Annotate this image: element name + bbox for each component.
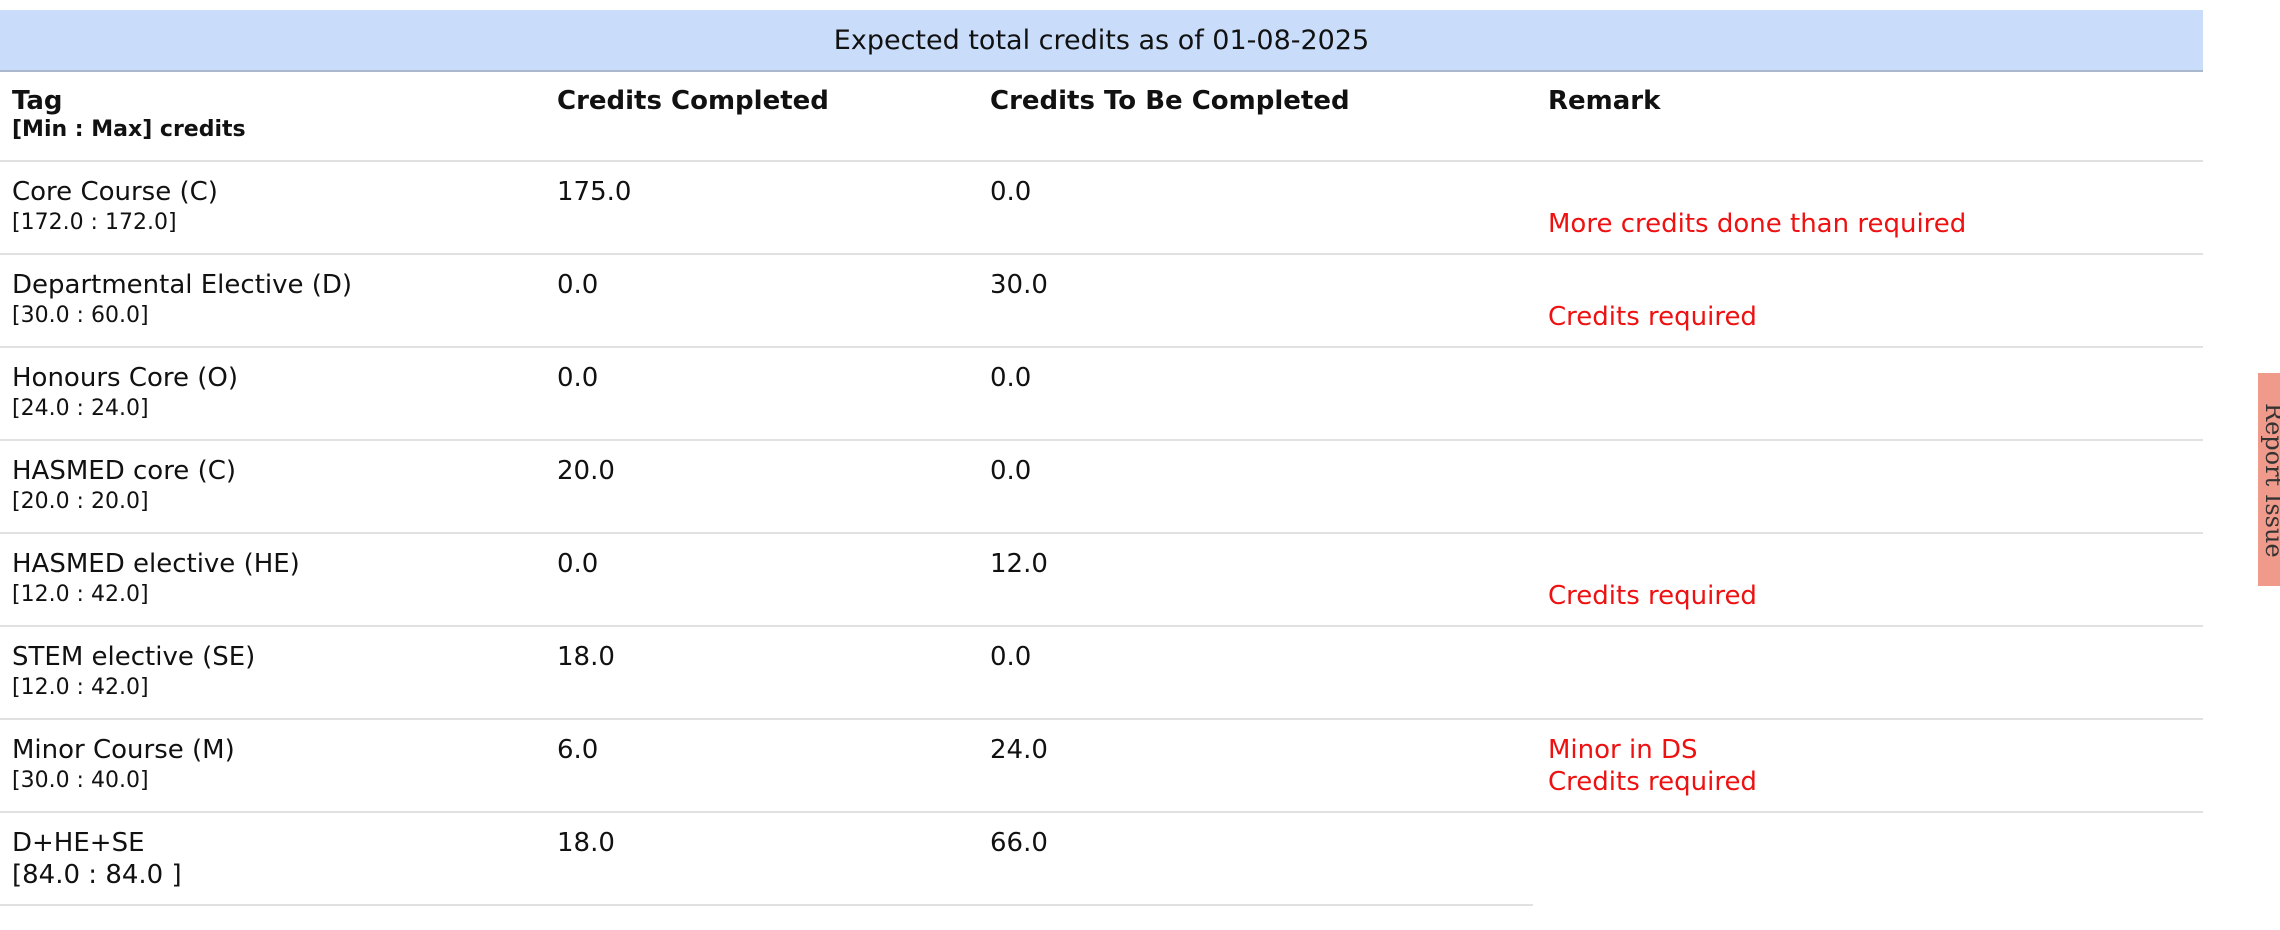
banner-title: Expected total credits as of 01-08-2025: [833, 24, 1370, 56]
remark-bottom: Credits required: [1548, 581, 1757, 611]
completed-cell: 18.0: [545, 627, 978, 718]
credits-to-be-completed: 0.0: [990, 456, 1032, 486]
credits-to-be-completed: 0.0: [990, 177, 1032, 207]
to-be-completed-cell: 66.0: [978, 813, 1536, 906]
tag-range: [84.0 : 84.0 ]: [12, 860, 182, 890]
tag-name: HASMED elective (HE): [12, 549, 300, 579]
remark-top: [1548, 827, 2203, 859]
completed-cell: 20.0: [545, 441, 978, 532]
table-row: Departmental Elective (D) [30.0 : 60.0] …: [0, 255, 2203, 348]
credits-completed: 0.0: [557, 363, 599, 393]
table-row: Minor Course (M) [30.0 : 40.0] 6.0 24.0 …: [0, 720, 2203, 813]
header-to-be-completed: Credits To Be Completed: [978, 72, 1536, 160]
tag-name: Departmental Elective (D): [12, 270, 353, 300]
tag-range: [12.0 : 42.0]: [12, 675, 149, 700]
remark-bottom: Credits required: [1548, 302, 1757, 332]
tag-name: Core Course (C): [12, 177, 218, 207]
tag-name: HASMED core (C): [12, 456, 237, 486]
remark-top: [1548, 641, 2203, 673]
tag-name: D+HE+SE: [12, 828, 145, 858]
tag-range: [20.0 : 20.0]: [12, 489, 149, 514]
tag-cell: D+HE+SE [84.0 : 84.0 ]: [0, 813, 545, 906]
table-row: Core Course (C) [172.0 : 172.0] 175.0 0.…: [0, 162, 2203, 255]
tag-name: Minor Course (M): [12, 735, 235, 765]
credits-table: Expected total credits as of 01-08-2025 …: [0, 10, 2203, 906]
tag-cell: STEM elective (SE) [12.0 : 42.0]: [0, 627, 545, 718]
tag-cell: Core Course (C) [172.0 : 172.0]: [0, 162, 545, 253]
report-issue-tab[interactable]: Report Issue: [2258, 373, 2280, 586]
credits-completed: 18.0: [557, 642, 615, 672]
header-remark-label: Remark: [1548, 86, 1661, 116]
to-be-completed-cell: 12.0: [978, 534, 1536, 625]
to-be-completed-cell: 24.0: [978, 720, 1536, 811]
remark-top: [1548, 176, 2203, 208]
credits-completed: 6.0: [557, 735, 599, 765]
credits-completed: 18.0: [557, 828, 615, 858]
table-row: D+HE+SE [84.0 : 84.0 ] 18.0 66.0: [0, 813, 2203, 906]
remark-cell: [1536, 441, 2203, 532]
tag-cell: HASMED elective (HE) [12.0 : 42.0]: [0, 534, 545, 625]
tag-range: [30.0 : 60.0]: [12, 303, 149, 328]
to-be-completed-cell: 0.0: [978, 162, 1536, 253]
remark-top: [1548, 269, 2203, 301]
remark-cell: Credits required: [1536, 255, 2203, 346]
remark-cell: Credits required: [1536, 534, 2203, 625]
tag-cell: Departmental Elective (D) [30.0 : 60.0]: [0, 255, 545, 346]
tag-range: [30.0 : 40.0]: [12, 768, 149, 793]
remark-bottom: More credits done than required: [1548, 209, 1967, 239]
credits-completed: 175.0: [557, 177, 632, 207]
remark-cell: More credits done than required: [1536, 162, 2203, 253]
table-row: Honours Core (O) [24.0 : 24.0] 0.0 0.0: [0, 348, 2203, 441]
table-row: HASMED elective (HE) [12.0 : 42.0] 0.0 1…: [0, 534, 2203, 627]
table-banner: Expected total credits as of 01-08-2025: [0, 10, 2203, 72]
completed-cell: 0.0: [545, 255, 978, 346]
to-be-completed-cell: 30.0: [978, 255, 1536, 346]
tag-name: STEM elective (SE): [12, 642, 256, 672]
completed-cell: 18.0: [545, 813, 978, 906]
credits-to-be-completed: 66.0: [990, 828, 1048, 858]
to-be-completed-cell: 0.0: [978, 627, 1536, 718]
tag-range: [172.0 : 172.0]: [12, 210, 177, 235]
header-tag-sublabel: [Min : Max] credits: [12, 117, 246, 142]
header-to-be-completed-label: Credits To Be Completed: [990, 86, 1350, 116]
tag-cell: HASMED core (C) [20.0 : 20.0]: [0, 441, 545, 532]
credits-to-be-completed: 30.0: [990, 270, 1048, 300]
report-issue-label: Report Issue: [2260, 403, 2280, 558]
header-tag-label: Tag: [12, 86, 63, 116]
remark-cell: [1536, 813, 2203, 906]
credits-to-be-completed: 0.0: [990, 363, 1032, 393]
header-completed-label: Credits Completed: [557, 86, 829, 116]
remark-cell: Minor in DS Credits required: [1536, 720, 2203, 811]
remark-top: [1548, 362, 2203, 394]
remark-bottom: Credits required: [1548, 767, 1757, 797]
table-row: HASMED core (C) [20.0 : 20.0] 20.0 0.0: [0, 441, 2203, 534]
credits-completed: 0.0: [557, 270, 599, 300]
completed-cell: 0.0: [545, 534, 978, 625]
credits-to-be-completed: 24.0: [990, 735, 1048, 765]
remark-top: [1548, 548, 2203, 580]
remark-cell: [1536, 348, 2203, 439]
remark-top: Minor in DS: [1548, 735, 1698, 765]
credits-completed: 0.0: [557, 549, 599, 579]
to-be-completed-cell: 0.0: [978, 441, 1536, 532]
remark-top: [1548, 455, 2203, 487]
completed-cell: 175.0: [545, 162, 978, 253]
tag-name: Honours Core (O): [12, 363, 239, 393]
tag-cell: Minor Course (M) [30.0 : 40.0]: [0, 720, 545, 811]
remark-cell: [1536, 627, 2203, 718]
header-completed: Credits Completed: [545, 72, 978, 160]
credits-to-be-completed: 12.0: [990, 549, 1048, 579]
table-row: STEM elective (SE) [12.0 : 42.0] 18.0 0.…: [0, 627, 2203, 720]
completed-cell: 6.0: [545, 720, 978, 811]
header-remark: Remark: [1536, 72, 2203, 160]
header-tag: Tag [Min : Max] credits: [0, 72, 545, 160]
credits-completed: 20.0: [557, 456, 615, 486]
completed-cell: 0.0: [545, 348, 978, 439]
tag-range: [12.0 : 42.0]: [12, 582, 149, 607]
tag-range: [24.0 : 24.0]: [12, 396, 149, 421]
table-header-row: Tag [Min : Max] credits Credits Complete…: [0, 72, 2203, 162]
tag-cell: Honours Core (O) [24.0 : 24.0]: [0, 348, 545, 439]
credits-to-be-completed: 0.0: [990, 642, 1032, 672]
to-be-completed-cell: 0.0: [978, 348, 1536, 439]
